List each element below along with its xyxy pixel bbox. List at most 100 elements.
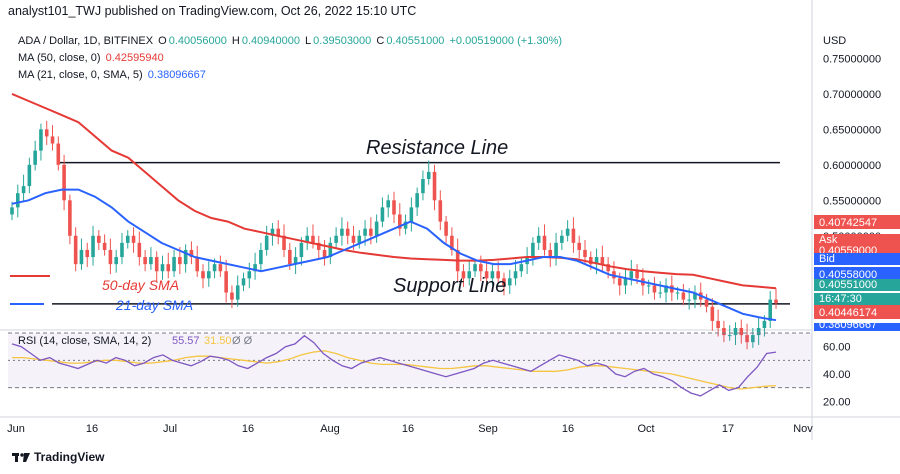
ma50-value: 0.42595940 <box>105 52 164 64</box>
candle-body <box>756 328 761 336</box>
time-axis-label: 16 <box>242 423 254 435</box>
currency-label: USD <box>823 35 847 47</box>
candle-body <box>195 257 200 272</box>
candle-body <box>577 242 582 250</box>
rsi-tick-label: 40.00 <box>823 369 851 381</box>
candle-body <box>762 320 767 328</box>
ma50-legend: MA (50, close, 0) 0.42595940 <box>18 52 166 64</box>
candle-body <box>444 221 448 236</box>
price-badge <box>814 323 900 331</box>
candle-body <box>490 271 495 279</box>
candle-body <box>745 335 749 343</box>
candle-body <box>751 335 755 343</box>
price-badge-label: 16:47:30 <box>819 293 862 305</box>
tradingview-logo-icon <box>12 453 30 462</box>
candle-body <box>588 257 593 265</box>
candle-body <box>397 214 402 229</box>
candle-body <box>311 235 315 243</box>
candle-body <box>392 200 396 215</box>
price-badge <box>814 267 900 281</box>
low-value: 0.39503000 <box>313 35 372 47</box>
candle-body <box>704 299 709 307</box>
ma21-legend: MA (21, close, 0, SMA, 5) 0.38096667 <box>18 69 208 81</box>
time-axis-label: 17 <box>722 423 734 435</box>
footer-brand: TradingView <box>34 450 105 464</box>
candle-body <box>409 207 414 222</box>
candle-body <box>473 264 477 272</box>
candle-body <box>768 299 773 321</box>
candle-body <box>39 129 43 151</box>
candle-body <box>230 292 234 300</box>
candle-body <box>629 271 634 279</box>
candle-body <box>137 242 142 258</box>
sma50-annotation: 50-day SMA <box>102 277 179 293</box>
candle-body <box>44 129 49 137</box>
candle-body <box>247 271 252 279</box>
price-badge-label: 0.40446174 <box>819 307 877 319</box>
rsi-ma-value: 31.50 <box>204 335 232 347</box>
time-axis-label: 16 <box>86 423 98 435</box>
candle-body <box>189 249 194 258</box>
candle-body <box>450 235 454 250</box>
candle-body <box>565 228 570 236</box>
price-tick-label: 0.75000000 <box>823 53 881 65</box>
candle-body <box>415 193 419 208</box>
candle-body <box>380 207 385 222</box>
time-axis-label: Oct <box>637 423 654 435</box>
candle-body <box>351 235 356 243</box>
candle-body <box>496 271 500 279</box>
candle-body <box>68 200 72 236</box>
candle-body <box>571 228 576 243</box>
price-tick-label: 0.70000000 <box>823 89 881 101</box>
candle-body <box>322 249 327 258</box>
candle-body <box>432 171 437 201</box>
candle-body <box>299 242 304 258</box>
resistance-annotation: Resistance Line <box>366 137 508 159</box>
candle-body <box>201 271 205 279</box>
candle-body <box>27 164 32 187</box>
rsi-label: RSI (14, close, SMA, 14, 2) <box>18 335 151 347</box>
candle-body <box>120 242 124 258</box>
close-label: C <box>376 35 385 47</box>
candle-body <box>369 228 373 236</box>
candle-body <box>386 200 391 208</box>
time-axis-label: 16 <box>402 423 414 435</box>
candle-body <box>363 228 367 236</box>
candle-body <box>675 292 680 294</box>
candle-body <box>507 278 512 286</box>
candle-body <box>583 249 587 258</box>
rsi-visibility-icon: Ø Ø <box>232 335 253 347</box>
high-value: 0.40940000 <box>241 35 300 47</box>
candle-body <box>15 193 20 208</box>
candle-body <box>438 200 443 222</box>
candle-body <box>542 235 547 250</box>
candle-body <box>56 143 61 165</box>
price-badge <box>814 305 900 319</box>
candle-body <box>687 299 691 301</box>
candle-body <box>693 292 697 300</box>
open-value: 0.40056000 <box>168 35 227 47</box>
price-tick-label: 0.55000000 <box>823 195 881 207</box>
candle-body <box>154 257 159 272</box>
candle-body <box>467 271 472 279</box>
candle-body <box>264 235 269 250</box>
candle-body <box>178 257 182 265</box>
ma21-value: 0.38096667 <box>147 69 206 81</box>
price-badge-label: Ask <box>819 234 838 246</box>
candle-body <box>293 257 298 265</box>
candle-body <box>727 335 732 337</box>
candle-body <box>357 235 362 243</box>
sma21-annotation: 21-day SMA <box>115 297 193 313</box>
price-badge-label: 0.40558000 <box>819 269 877 281</box>
candle-body <box>241 278 246 286</box>
candle-body <box>531 242 535 258</box>
candle-body <box>218 264 223 272</box>
candle-body <box>519 264 524 272</box>
candle-body <box>479 264 483 272</box>
candle-body <box>131 235 136 243</box>
candle-body <box>108 249 113 265</box>
rsi-tick-label: 60.00 <box>823 342 851 354</box>
support-annotation: Support Line <box>393 275 506 297</box>
price-badge <box>814 279 900 291</box>
